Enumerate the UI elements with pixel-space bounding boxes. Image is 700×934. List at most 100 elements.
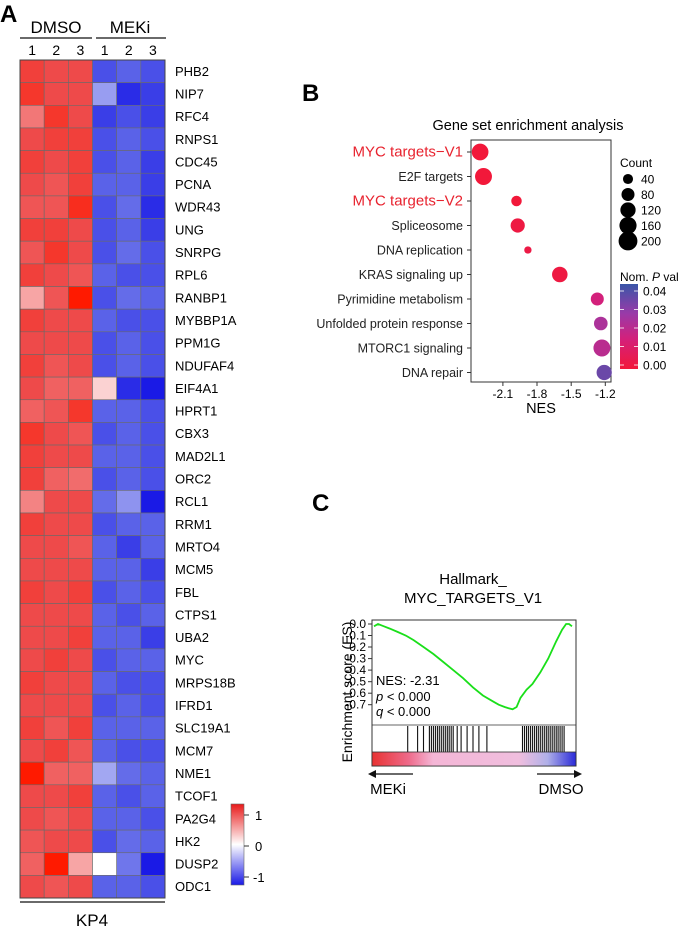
enrichment-y-tick-label: -0.7 (345, 698, 366, 712)
heatmap-cell (116, 603, 142, 627)
gsea-dotplot-title: Gene set enrichment analysis (432, 118, 623, 134)
gsea-pvalue-legend-label: 0.04 (643, 285, 667, 299)
gsea-pvalue-legend-ticks: 0.04 0.03 0.02 0.01 0.00 (620, 285, 667, 373)
heatmap-row-label: MCM7 (175, 743, 213, 758)
heatmap-row-label: ODC1 (175, 879, 211, 894)
heatmap-colorbar-label: -1 (253, 870, 265, 885)
heatmap-cell (140, 535, 166, 559)
heatmap-cell (19, 399, 45, 423)
heatmap-cell (92, 557, 117, 582)
heatmap-cell (140, 693, 166, 718)
enrichment-q-stat: q < 0.000 (376, 704, 431, 719)
heatmap-cell (92, 716, 117, 740)
heatmap-cell (140, 739, 166, 763)
heatmap-cell (19, 852, 45, 876)
heatmap-cell (19, 59, 45, 83)
heatmap-cell (92, 625, 117, 650)
gsea-dotplot-row-labels: MYC targets−V1 E2F targets MYC targets−V2 S… (316, 144, 463, 381)
heatmap-cell (116, 218, 142, 242)
heatmap-cell (68, 739, 93, 763)
heatmap-cell (92, 852, 117, 876)
heatmap-cell (140, 127, 166, 151)
heatmap-cell (43, 399, 69, 423)
heatmap-row-label: PCNA (175, 177, 211, 192)
heatmap-cell (116, 354, 142, 378)
gsea-size-legend-dot (621, 187, 635, 202)
heatmap-cell (68, 127, 93, 151)
heatmap-cell (92, 603, 117, 627)
heatmap-cell (19, 807, 45, 831)
heatmap-colorbar-gradient (230, 803, 245, 886)
heatmap-cell (43, 557, 69, 582)
heatmap-cell (92, 105, 117, 129)
heatmap-cell (140, 263, 166, 287)
heatmap-cell (43, 263, 69, 287)
heatmap-row-label: MYBBP1A (175, 313, 237, 328)
heatmap-row-label: MYC (175, 653, 204, 668)
heatmap-cell (19, 376, 45, 401)
heatmap-cell (116, 59, 142, 83)
gsea-dotplot-row-label: DNA replication (377, 244, 463, 258)
heatmap-cell (92, 376, 117, 401)
heatmap-cell (92, 580, 117, 604)
heatmap-column-label: 2 (125, 42, 133, 58)
heatmap-row-label: CBX3 (175, 426, 209, 441)
heatmap-row-label: PHB2 (175, 64, 209, 79)
heatmap-cell (19, 829, 45, 854)
heatmap-cell (92, 829, 117, 854)
heatmap-cell (19, 286, 45, 310)
heatmap-cell (68, 195, 93, 219)
heatmap-cell (116, 784, 142, 808)
heatmap-cell (19, 263, 45, 287)
heatmap-cell (140, 150, 166, 174)
heatmap-colorbar: 1 0 -1 (230, 803, 265, 886)
heatmap-row-label: MAD2L1 (175, 449, 226, 464)
heatmap-cell (140, 105, 166, 129)
gsea-dotplot-row-label: KRAS signaling up (359, 268, 463, 282)
heatmap-cell (140, 852, 166, 876)
heatmap-cell (116, 105, 142, 129)
gsea-size-legend-dot (618, 231, 638, 251)
heatmap-row-label: DUSP2 (175, 857, 218, 872)
heatmap-cell (68, 490, 93, 514)
heatmap-cell (92, 875, 117, 899)
heatmap-row-label: WDR43 (175, 200, 221, 215)
heatmap-row-label: PA2G4 (175, 811, 216, 826)
heatmap-cell (68, 603, 93, 627)
gsea-dotplot-x-tick-label: -1.8 (527, 387, 548, 401)
gsea-dotplot-row-label: MYC targets−V2 (353, 193, 463, 210)
heatmap-cell (43, 59, 69, 83)
heatmap-cell (116, 535, 142, 559)
heatmap-row-label: CDC45 (175, 154, 218, 169)
heatmap-cell (92, 784, 117, 808)
heatmap-cell (19, 716, 45, 740)
heatmap-cell (140, 354, 166, 378)
gsea-dotplot-point (596, 364, 612, 381)
heatmap-cell (19, 240, 45, 265)
enrichment-y-tick-label: -0.3 (345, 652, 366, 666)
heatmap-cell (43, 127, 69, 151)
heatmap-cell (92, 82, 117, 106)
gsea-dotplot-x-axis-label: NES (526, 401, 556, 417)
gsea-dotplot-point (510, 218, 525, 233)
heatmap-cell (92, 535, 117, 559)
heatmap-cell (68, 444, 93, 468)
heatmap-row-label: PPM1G (175, 336, 221, 351)
enrichment-rank-gradient (371, 751, 577, 767)
heatmap-cell (68, 59, 93, 83)
heatmap-cell (116, 693, 142, 718)
gsea-dotplot-row-label: Pyrimidine metabolism (337, 293, 463, 307)
enrichment-title-line-2: MYC_TARGETS_V1 (404, 590, 542, 607)
gsea-dotplot-row-label: Unfolded protein response (316, 317, 463, 331)
heatmap-group-label-dmso: DMSO (31, 18, 82, 37)
heatmap-cell (140, 716, 166, 740)
heatmap-cell (116, 761, 142, 786)
heatmap-cell (92, 127, 117, 151)
gsea-size-legend-title: Count (620, 156, 653, 170)
heatmap-cell (92, 263, 117, 287)
heatmap-cell (43, 240, 69, 265)
heatmap-cell (68, 829, 93, 854)
enrichment-title-line-1: Hallmark_ (439, 571, 507, 588)
